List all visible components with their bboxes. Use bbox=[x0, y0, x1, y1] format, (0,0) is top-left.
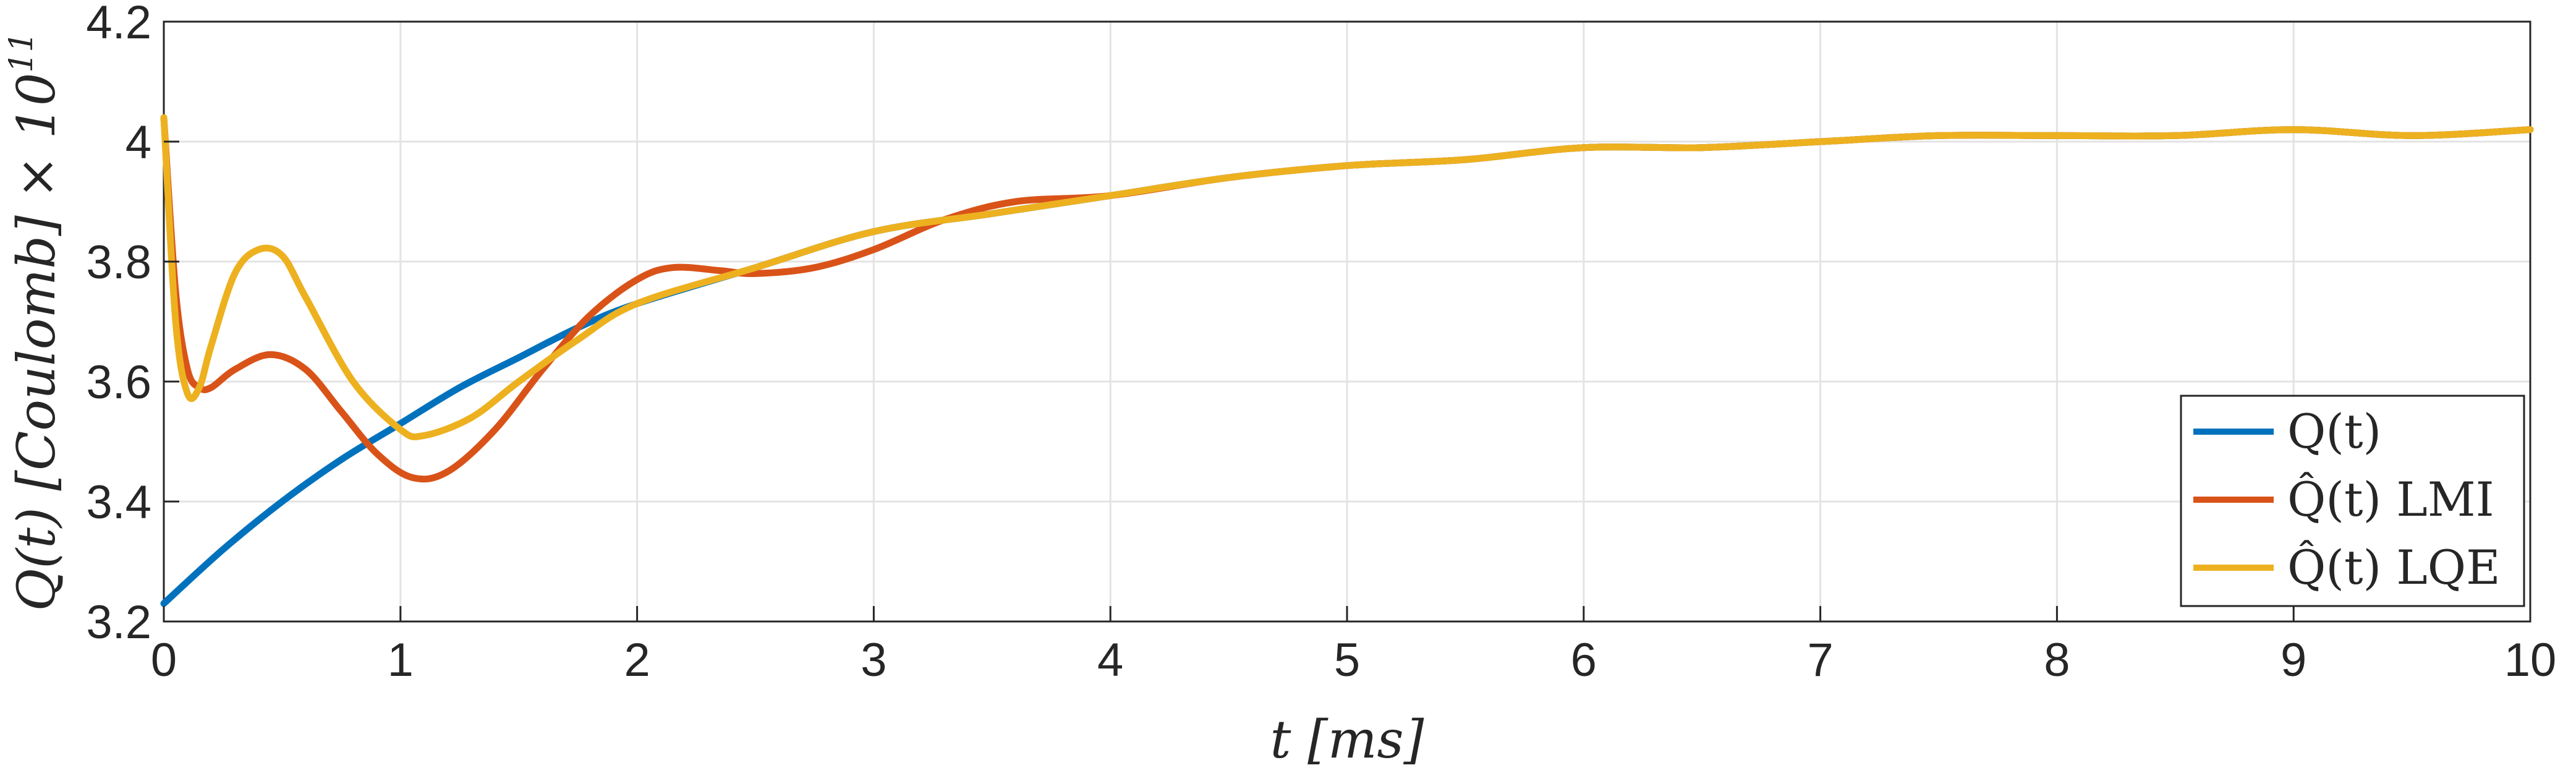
y-tick-label: 3.6 bbox=[86, 356, 151, 409]
legend: Q(t) Q̂(t) LMI Q̂(t) LQE bbox=[2180, 395, 2525, 607]
grid bbox=[163, 20, 2531, 623]
x-tick-label: 1 bbox=[388, 634, 414, 686]
y-tick-label: 3.4 bbox=[86, 476, 151, 529]
x-tick-label: 2 bbox=[624, 634, 650, 686]
x-tick-label: 4 bbox=[1097, 634, 1123, 686]
legend-label-q: Q(t) bbox=[2287, 404, 2381, 459]
x-tick-label: 5 bbox=[1334, 634, 1360, 686]
legend-label-lqe: Q̂(t) LQE bbox=[2287, 540, 2501, 595]
y-axis-label: Q(t) [Coulomb] × 1011 bbox=[3, 32, 67, 611]
x-tick-label: 3 bbox=[861, 634, 886, 686]
y-tick-label: 3.2 bbox=[86, 596, 151, 649]
x-tick-label: 10 bbox=[2504, 634, 2557, 686]
legend-label-lmi: Q̂(t) LMI bbox=[2287, 472, 2494, 527]
x-tick-label: 7 bbox=[1807, 634, 1833, 686]
x-axis-label: t [ms] bbox=[1270, 709, 1424, 770]
x-tick-label: 8 bbox=[2044, 634, 2070, 686]
y-tick-label: 3.8 bbox=[86, 236, 151, 289]
y-axis-label-main: Q(t) [Coulomb] × 10 bbox=[6, 73, 67, 612]
y-axis-label-exponent: 11 bbox=[3, 32, 40, 72]
series-line-lqe bbox=[160, 114, 2534, 440]
y-tick-label: 4 bbox=[125, 116, 151, 169]
ticks-layer: 0 1 2 3 4 5 6 7 8 9 10 3.2 3.4 3.6 3.8 4 4.2 bbox=[86, 0, 2556, 686]
x-tick-label: 0 bbox=[151, 634, 177, 686]
x-tick-label: 6 bbox=[1571, 634, 1597, 686]
x-tick-label: 9 bbox=[2281, 634, 2306, 686]
series-layer bbox=[160, 114, 2534, 607]
y-tick-label: 4.2 bbox=[86, 0, 151, 49]
